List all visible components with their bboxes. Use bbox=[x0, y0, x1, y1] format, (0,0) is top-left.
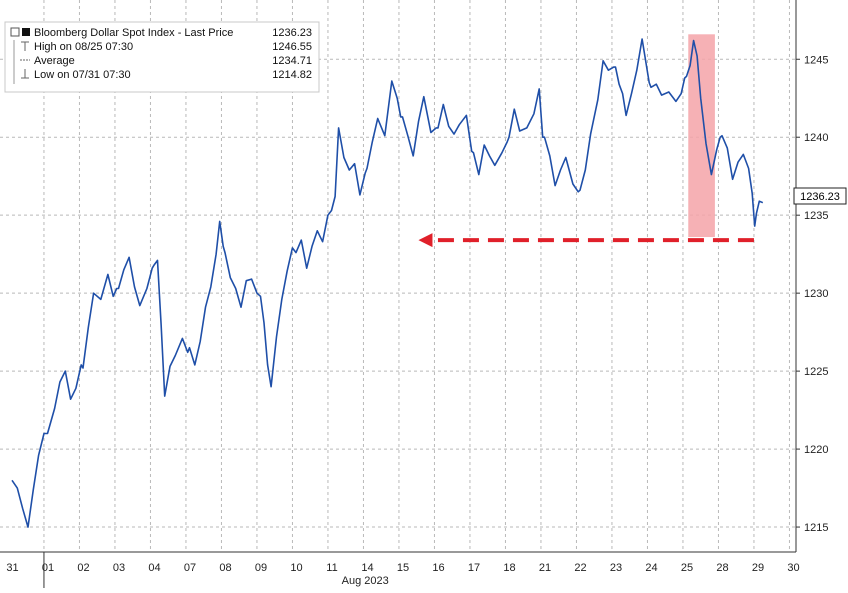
highlight-band bbox=[688, 34, 715, 238]
y-tick-label: 1230 bbox=[804, 288, 828, 300]
x-tick-label: 21 bbox=[539, 562, 551, 574]
x-tick-label: 18 bbox=[503, 562, 515, 574]
x-tick-label: 25 bbox=[681, 562, 693, 574]
x-tick-label: 11 bbox=[326, 562, 337, 574]
legend-low-icon bbox=[21, 69, 29, 79]
arrow-layer bbox=[418, 233, 754, 248]
legend-series-swatch-icon bbox=[22, 28, 30, 36]
x-tick-label: 14 bbox=[361, 562, 373, 574]
x-tick-label: 28 bbox=[716, 562, 728, 574]
arrow-head-icon bbox=[418, 233, 433, 248]
last-price-tag: 1236.23 bbox=[793, 187, 847, 205]
x-tick-label: 31 bbox=[6, 562, 18, 574]
x-tick-label: 09 bbox=[255, 562, 267, 574]
x-tick-label: 15 bbox=[397, 562, 409, 574]
legend-low-value: 1214.82 bbox=[272, 69, 312, 81]
x-tick-label: 16 bbox=[432, 562, 444, 574]
legend-average-value: 1234.71 bbox=[272, 55, 312, 67]
y-tick-label: 1225 bbox=[804, 366, 828, 378]
x-tick-label: 04 bbox=[148, 562, 160, 574]
highlight-band-layer bbox=[688, 34, 715, 238]
x-tick-label: 08 bbox=[219, 562, 231, 574]
x-tick-label: 22 bbox=[574, 562, 586, 574]
x-tick-label: 30 bbox=[787, 562, 799, 574]
legend-average-label: Average bbox=[34, 55, 75, 67]
x-tick-label: 01 bbox=[42, 562, 54, 574]
legend-box bbox=[4, 21, 320, 93]
x-tick-label: 23 bbox=[610, 562, 622, 574]
x-axis-label: Aug 2023 bbox=[342, 575, 389, 587]
x-tick-label: 03 bbox=[113, 562, 125, 574]
legend-high-label: High on 08/25 07:30 bbox=[34, 41, 133, 53]
x-tick-label: 10 bbox=[290, 562, 302, 574]
legend-series-label: Bloomberg Dollar Spot Index - Last Price bbox=[34, 27, 233, 39]
y-tick-label: 1215 bbox=[804, 522, 828, 534]
y-tick-label: 1220 bbox=[804, 444, 828, 456]
series-layer bbox=[11, 38, 764, 528]
axis-layer: 31 01 02 03 04 07 08 09 10 11 14 15 16 17 18 21 22 23 24 25… bbox=[0, 0, 828, 588]
x-tick-label: 17 bbox=[468, 562, 480, 574]
y-tick-label: 1235 bbox=[804, 210, 828, 222]
x-tick-label: 07 bbox=[184, 562, 196, 574]
series-line bbox=[11, 38, 764, 528]
x-tick-label: 24 bbox=[645, 562, 657, 574]
last-price-tag-text: 1236.23 bbox=[800, 191, 840, 203]
x-tick-label: 02 bbox=[77, 562, 89, 574]
legend-checkbox-icon bbox=[10, 27, 20, 37]
x-tick-label: 29 bbox=[752, 562, 764, 574]
legend: Bloomberg Dollar Spot Index - Last Price… bbox=[4, 21, 320, 93]
legend-high-icon bbox=[21, 41, 29, 51]
y-tick-label: 1240 bbox=[804, 132, 828, 144]
y-tick-label: 1245 bbox=[804, 54, 828, 66]
legend-series-value: 1236.23 bbox=[272, 27, 312, 39]
last-price-tag-box bbox=[793, 187, 847, 205]
legend-low-label: Low on 07/31 07:30 bbox=[34, 69, 131, 81]
legend-high-value: 1246.55 bbox=[272, 41, 312, 53]
